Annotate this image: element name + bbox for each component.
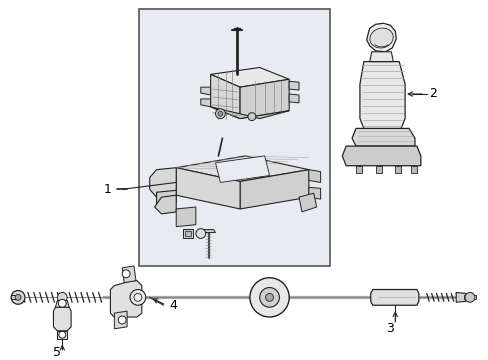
Polygon shape [53, 307, 71, 331]
Polygon shape [210, 75, 240, 118]
Circle shape [249, 278, 288, 317]
Polygon shape [394, 166, 400, 172]
Polygon shape [149, 168, 176, 197]
Text: 5: 5 [53, 346, 61, 359]
Circle shape [118, 316, 126, 324]
Polygon shape [215, 156, 269, 183]
Polygon shape [410, 166, 416, 172]
Polygon shape [55, 300, 69, 307]
Bar [184, 230, 191, 237]
Polygon shape [176, 207, 196, 227]
Polygon shape [369, 52, 392, 62]
Bar [139, 9, 330, 266]
Polygon shape [201, 87, 210, 95]
Polygon shape [11, 296, 18, 299]
Text: 1: 1 [103, 183, 111, 196]
Polygon shape [455, 292, 468, 302]
Circle shape [215, 109, 225, 118]
Polygon shape [154, 195, 176, 214]
Circle shape [122, 270, 130, 278]
Circle shape [11, 291, 25, 304]
Ellipse shape [369, 28, 392, 48]
Polygon shape [176, 156, 308, 181]
Polygon shape [359, 62, 404, 133]
Polygon shape [463, 296, 475, 299]
Circle shape [265, 293, 273, 301]
Circle shape [196, 229, 205, 238]
Polygon shape [370, 289, 418, 305]
Polygon shape [240, 170, 308, 209]
Polygon shape [240, 79, 288, 118]
Text: 4: 4 [169, 299, 177, 312]
Circle shape [218, 111, 223, 116]
Bar [183, 229, 193, 238]
Circle shape [259, 288, 279, 307]
Text: 3: 3 [386, 322, 393, 335]
Circle shape [58, 299, 66, 307]
Circle shape [59, 331, 65, 338]
Polygon shape [342, 146, 420, 166]
Polygon shape [308, 187, 320, 199]
Polygon shape [210, 67, 288, 87]
Polygon shape [210, 107, 288, 118]
Polygon shape [122, 266, 136, 283]
Circle shape [57, 292, 67, 302]
Polygon shape [298, 193, 316, 212]
Polygon shape [351, 129, 414, 146]
Polygon shape [366, 23, 395, 52]
Polygon shape [288, 94, 298, 103]
Polygon shape [375, 166, 381, 172]
Circle shape [130, 289, 145, 305]
Circle shape [134, 293, 142, 301]
Polygon shape [355, 166, 361, 172]
Circle shape [464, 292, 474, 302]
Polygon shape [202, 230, 215, 233]
Polygon shape [201, 99, 210, 107]
Polygon shape [114, 311, 127, 329]
Polygon shape [110, 281, 142, 317]
Circle shape [15, 294, 21, 300]
Polygon shape [176, 168, 240, 209]
Polygon shape [308, 170, 320, 183]
Polygon shape [288, 81, 298, 90]
Polygon shape [57, 331, 67, 339]
Polygon shape [156, 190, 176, 204]
Text: 2: 2 [428, 86, 436, 99]
Circle shape [247, 113, 255, 121]
